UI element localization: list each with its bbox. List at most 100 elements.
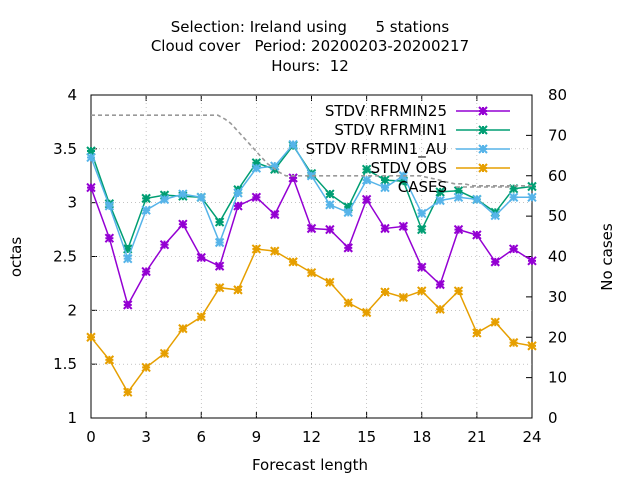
data-point xyxy=(380,223,390,234)
legend-label: STDV RFRMIN1 xyxy=(334,121,447,139)
y2-tick-label: 70 xyxy=(548,126,567,144)
series-line xyxy=(90,143,532,261)
data-point xyxy=(251,192,262,202)
legend-label: STDV RFRMIN25 xyxy=(325,102,447,120)
data-point xyxy=(214,237,225,248)
data-point xyxy=(478,106,488,116)
data-point xyxy=(527,192,537,202)
data-point xyxy=(86,152,96,163)
data-point xyxy=(288,257,298,267)
data-point xyxy=(104,233,115,243)
data-point xyxy=(104,201,115,211)
series-stdv-obs xyxy=(86,244,537,397)
data-point xyxy=(104,355,115,365)
series-layer xyxy=(86,114,537,397)
title-line-3: Hours: 12 xyxy=(271,57,349,75)
data-point xyxy=(123,387,133,397)
tick-labels: 0 3 6 9 12 15 18 21 2411.522.533.540102030405060… xyxy=(53,86,567,446)
data-point xyxy=(196,252,206,263)
data-point xyxy=(196,312,206,322)
y2-tick-label: 10 xyxy=(548,369,567,387)
data-point xyxy=(435,195,445,206)
x-tick-label: 6 xyxy=(196,428,206,446)
series-stdv-rfrmin1-au xyxy=(86,139,537,264)
data-point xyxy=(453,224,464,235)
data-point xyxy=(86,332,96,342)
y2-tick-label: 40 xyxy=(548,248,567,266)
data-point xyxy=(325,224,335,235)
data-point xyxy=(380,175,390,185)
x-tick-label: 24 xyxy=(522,428,541,446)
data-point xyxy=(325,189,335,199)
x-tick-label: 18 xyxy=(412,428,431,446)
data-point xyxy=(453,192,464,202)
data-point xyxy=(361,175,372,185)
title-line-1: Selection: Ireland using 5 stations xyxy=(171,18,450,36)
data-point xyxy=(380,182,390,193)
y2-tick-label: 80 xyxy=(548,86,567,104)
data-point xyxy=(141,266,151,277)
y-tick-label: 3 xyxy=(67,194,77,212)
data-point xyxy=(86,182,96,193)
data-point xyxy=(233,285,243,295)
data-point xyxy=(380,287,390,297)
data-point xyxy=(270,246,280,256)
data-point xyxy=(159,194,170,205)
data-point xyxy=(435,304,445,314)
data-point xyxy=(508,244,519,254)
data-point xyxy=(251,163,262,173)
y2-tick-label: 50 xyxy=(548,207,567,225)
data-point xyxy=(123,300,133,310)
data-point xyxy=(398,292,409,303)
y2-axis-label: No cases xyxy=(598,223,616,291)
title-line-2: Cloud cover Period: 20200203-20200217 xyxy=(151,37,469,55)
data-point xyxy=(343,243,353,253)
data-point xyxy=(361,307,372,318)
data-point xyxy=(527,341,537,351)
data-point xyxy=(325,277,335,288)
series-cases xyxy=(91,114,532,187)
x-tick-label: 21 xyxy=(467,428,486,446)
data-point xyxy=(472,328,482,338)
y-axis-label: octas xyxy=(7,237,25,277)
data-point xyxy=(417,208,427,219)
data-point xyxy=(508,337,519,348)
series-stdv-rfrmin25 xyxy=(86,173,537,310)
data-point xyxy=(478,163,488,173)
data-point xyxy=(159,348,170,359)
data-point xyxy=(490,210,500,221)
data-point xyxy=(214,217,225,227)
y-tick-label: 2.5 xyxy=(53,248,77,266)
data-point xyxy=(141,205,151,215)
legend-label: CASES xyxy=(398,178,447,196)
data-point xyxy=(398,221,409,232)
data-point xyxy=(251,244,262,254)
series-stdv-rfrmin1 xyxy=(86,140,537,254)
data-point xyxy=(123,253,133,264)
y2-tick-label: 20 xyxy=(548,328,567,346)
data-point xyxy=(435,187,445,197)
data-point xyxy=(508,192,519,202)
series-line xyxy=(91,114,532,187)
y-tick-label: 3.5 xyxy=(53,140,77,158)
y2-tick-label: 30 xyxy=(548,288,567,306)
data-point xyxy=(361,164,372,174)
data-point xyxy=(472,230,482,240)
legend-label: STDV OBS xyxy=(371,159,447,177)
x-tick-label: 0 xyxy=(86,428,96,446)
data-point xyxy=(478,125,488,135)
data-point xyxy=(361,194,372,205)
x-tick-label: 12 xyxy=(302,428,321,446)
x-tick-label: 9 xyxy=(252,428,262,446)
data-point xyxy=(288,173,298,183)
data-point xyxy=(527,256,537,266)
data-point xyxy=(417,224,427,235)
x-tick-label: 15 xyxy=(357,428,376,446)
data-point xyxy=(233,188,243,198)
y-tick-label: 1 xyxy=(67,409,77,427)
data-point xyxy=(343,298,353,308)
data-point xyxy=(325,200,335,210)
x-axis-label: Forecast length xyxy=(252,456,368,474)
y2-tick-label: 0 xyxy=(548,409,558,427)
